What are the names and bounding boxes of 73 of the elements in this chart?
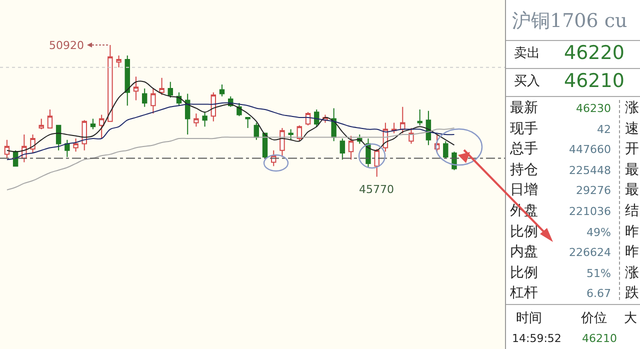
text: 14:59:52	[512, 332, 562, 345]
text: 速	[625, 120, 639, 137]
text: 昨	[625, 244, 639, 260]
candlestick	[90, 118, 96, 130]
text: 42	[597, 122, 611, 136]
candlestick	[56, 124, 62, 151]
text: 46210	[564, 70, 624, 92]
text: 45770	[359, 183, 394, 196]
text: 涨	[625, 100, 639, 116]
candlestick	[288, 128, 294, 140]
text: 杠杆	[510, 285, 538, 302]
candlestick	[348, 135, 354, 160]
text: 最新	[510, 100, 538, 116]
candlestick	[159, 77, 164, 96]
candlestick	[219, 84, 225, 97]
text: 结	[625, 203, 639, 219]
text: 最	[625, 182, 639, 198]
text: 卖出	[514, 46, 540, 61]
annotation: 50920	[49, 39, 84, 52]
candlestick	[184, 93, 190, 136]
text: 涨	[625, 264, 639, 281]
text: 买入	[514, 74, 540, 89]
candlestick	[116, 55, 122, 68]
text: 沪铜1706 cu	[512, 10, 628, 32]
candlestick	[124, 55, 130, 106]
text: 时间	[516, 311, 542, 326]
candlestick	[340, 138, 346, 160]
text: 49%	[586, 226, 611, 239]
candlestick	[443, 140, 448, 159]
candlestick	[245, 116, 250, 128]
text: 日增	[510, 182, 538, 198]
text: 46220	[564, 42, 624, 64]
candlestick	[73, 138, 78, 152]
candlestick	[47, 109, 53, 128]
candlestick	[400, 106, 406, 134]
candlestick	[108, 44, 113, 122]
candlestick	[30, 134, 36, 154]
text: 比例	[510, 224, 538, 240]
text: 大	[624, 311, 637, 326]
text: 29276	[576, 184, 611, 198]
candlestick	[408, 127, 414, 144]
candlestick	[133, 76, 139, 101]
text: 总手	[510, 141, 538, 158]
text: 比例	[510, 264, 538, 281]
text: 现手	[510, 120, 538, 137]
candlestick	[4, 139, 10, 159]
text: 开	[625, 141, 639, 158]
candlestick	[98, 114, 104, 140]
candlestick	[82, 120, 87, 151]
candlestick	[202, 112, 208, 128]
text: 内盘	[510, 244, 538, 260]
candlestick	[194, 112, 199, 128]
candlestick	[374, 148, 380, 178]
text: 51%	[586, 266, 611, 280]
text: 46230	[576, 102, 611, 115]
candlestick	[150, 88, 156, 114]
text: 226624	[569, 246, 611, 260]
candlestick	[64, 139, 70, 158]
candlestick	[142, 88, 148, 108]
text: 447660	[569, 143, 611, 156]
text: 最	[625, 162, 639, 178]
candlestick	[417, 109, 422, 126]
text: 225448	[569, 164, 611, 177]
text: 跌	[625, 285, 639, 302]
text: 6.67	[586, 287, 611, 300]
candlestick	[38, 118, 44, 130]
text: 46210	[582, 332, 617, 345]
text: 昨	[625, 224, 639, 240]
text: 221036	[569, 205, 611, 218]
candlestick	[168, 81, 174, 98]
candlestick	[280, 127, 285, 158]
text: 持仓	[510, 162, 538, 178]
text: 价位	[581, 311, 607, 326]
